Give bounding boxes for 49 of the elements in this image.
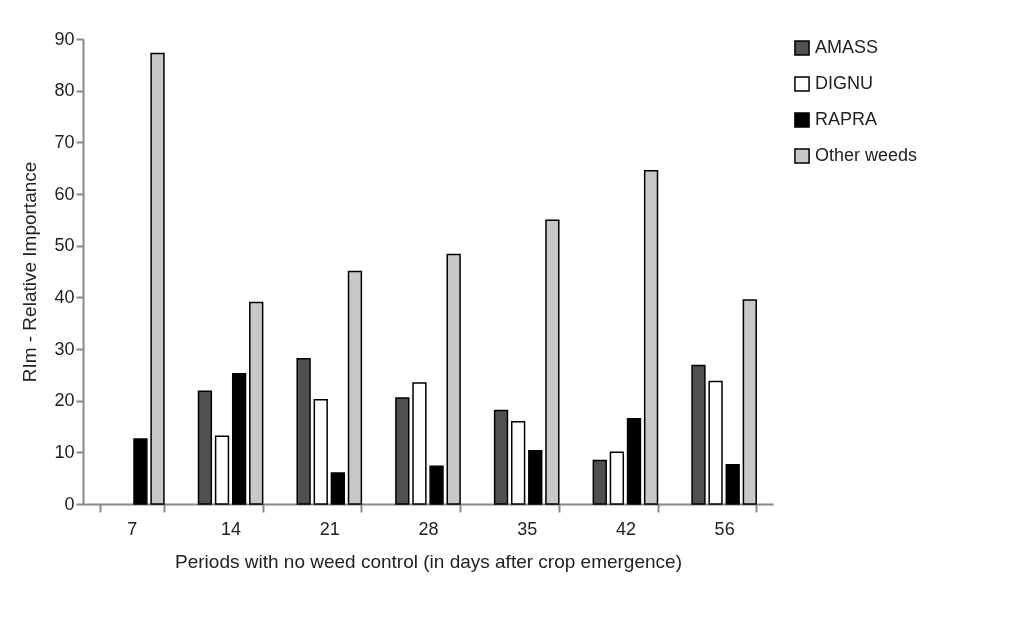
bar	[429, 465, 444, 505]
bar	[708, 380, 723, 505]
y-tick-label: 10	[54, 441, 75, 462]
bar	[510, 421, 526, 505]
bar	[347, 270, 363, 505]
y-tick-label: 50	[54, 235, 75, 256]
bar	[395, 397, 410, 505]
bar	[691, 364, 706, 505]
bar	[214, 435, 230, 505]
y-axis-title: RIm - Relative Importance	[19, 161, 41, 383]
x-tick-label: 28	[418, 518, 439, 539]
bar	[609, 451, 625, 505]
y-tick-label: 30	[54, 338, 75, 359]
y-tick-label: 70	[54, 131, 75, 152]
y-tick-label: 60	[54, 183, 75, 204]
bar	[249, 301, 264, 505]
x-tick-label: 35	[517, 518, 538, 539]
bar	[528, 450, 543, 505]
bar	[493, 409, 509, 505]
y-tick-label: 40	[54, 286, 75, 307]
bar	[313, 398, 328, 505]
bar	[296, 358, 311, 505]
bar	[231, 373, 247, 505]
bar	[725, 463, 740, 505]
y-tick-label: 80	[54, 80, 75, 101]
x-tick-label: 56	[714, 518, 735, 539]
bar	[446, 253, 461, 505]
legend-label: AMASS	[815, 37, 879, 57]
x-tick-label: 42	[615, 518, 636, 539]
bar	[412, 382, 427, 505]
y-tick-label: 0	[64, 493, 75, 514]
bar	[742, 299, 757, 505]
bar	[330, 472, 346, 505]
bar	[133, 438, 148, 505]
bar	[197, 390, 213, 505]
legend-label: RAPRA	[815, 109, 878, 129]
bar	[545, 219, 560, 505]
bar	[150, 52, 165, 505]
x-tick-label: 7	[127, 518, 138, 539]
bar	[592, 459, 607, 505]
x-tick-label: 21	[319, 518, 340, 539]
y-tick-label: 20	[54, 390, 75, 411]
bar	[626, 418, 642, 505]
legend-label: DIGNU	[815, 73, 873, 93]
legend-label: Other weeds	[815, 145, 918, 165]
y-tick-label: 90	[54, 28, 75, 49]
bar	[643, 170, 659, 505]
x-tick-label: 14	[221, 518, 242, 539]
x-axis-title: Periods with no weed control (in days after crop emergence)	[175, 550, 682, 572]
